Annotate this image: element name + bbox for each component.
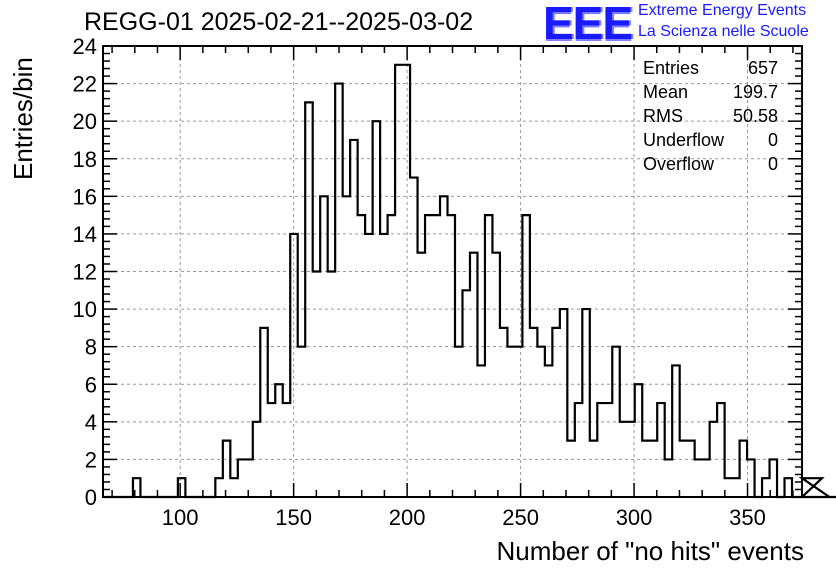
stats-box: Entries 657 Mean 199.7 RMS 50.58 Underfl… (643, 56, 778, 176)
stats-row-rms: RMS 50.58 (643, 104, 778, 128)
y-tick-label: 12 (73, 260, 97, 285)
y-axis-label: Entries/bin (8, 57, 38, 180)
y-tick-label: 16 (73, 184, 97, 209)
stats-row-mean: Mean 199.7 (643, 80, 778, 104)
stats-label: Overflow (643, 154, 715, 174)
y-tick-label: 10 (73, 297, 97, 322)
x-tick-label: 250 (502, 505, 539, 530)
stats-row-overflow: Overflow 0 (643, 152, 778, 176)
x-tick-label: 300 (616, 505, 653, 530)
y-tick-label: 2 (85, 447, 97, 472)
x-tick-label: 100 (162, 505, 199, 530)
x-tick-label: 150 (275, 505, 312, 530)
axis-ticks (103, 45, 802, 498)
y-tick-label: 0 (85, 485, 97, 510)
logo-line-1: Extreme Energy Events (638, 2, 807, 19)
y-tick-label: 22 (73, 72, 97, 97)
grid-lines (103, 46, 802, 497)
y-tick-label: 14 (73, 222, 97, 247)
y-tick-label: 8 (85, 335, 97, 360)
stats-row-entries: Entries 657 (643, 56, 778, 80)
stats-value: 0 (767, 154, 778, 174)
stats-label: Underflow (643, 130, 725, 150)
stats-value: 0 (767, 130, 778, 150)
stats-label: Mean (643, 82, 689, 102)
y-tick-label: 24 (73, 34, 97, 59)
x-axis-label: Number of "no hits" events (496, 536, 805, 566)
eee-logo: EEE (543, 0, 633, 49)
y-tick-label: 6 (85, 372, 97, 397)
stats-value: 50.58 (732, 106, 778, 126)
y-tick-label: 18 (73, 147, 97, 172)
y-tick-label: 20 (73, 109, 97, 134)
stats-value: 199.7 (732, 82, 778, 102)
stats-label: Entries (643, 58, 700, 78)
x-tick-label: 350 (729, 505, 766, 530)
logo-line-2: La Scienza nelle Scuole (638, 23, 809, 40)
stats-value: 657 (747, 58, 778, 78)
stats-row-underflow: Underflow 0 (643, 128, 778, 152)
y-tick-label: 4 (85, 410, 97, 435)
chart-title: REGG-01 2025-02-21--2025-03-02 (84, 8, 474, 36)
x-tick-label: 200 (389, 505, 426, 530)
stats-label: RMS (643, 106, 683, 126)
